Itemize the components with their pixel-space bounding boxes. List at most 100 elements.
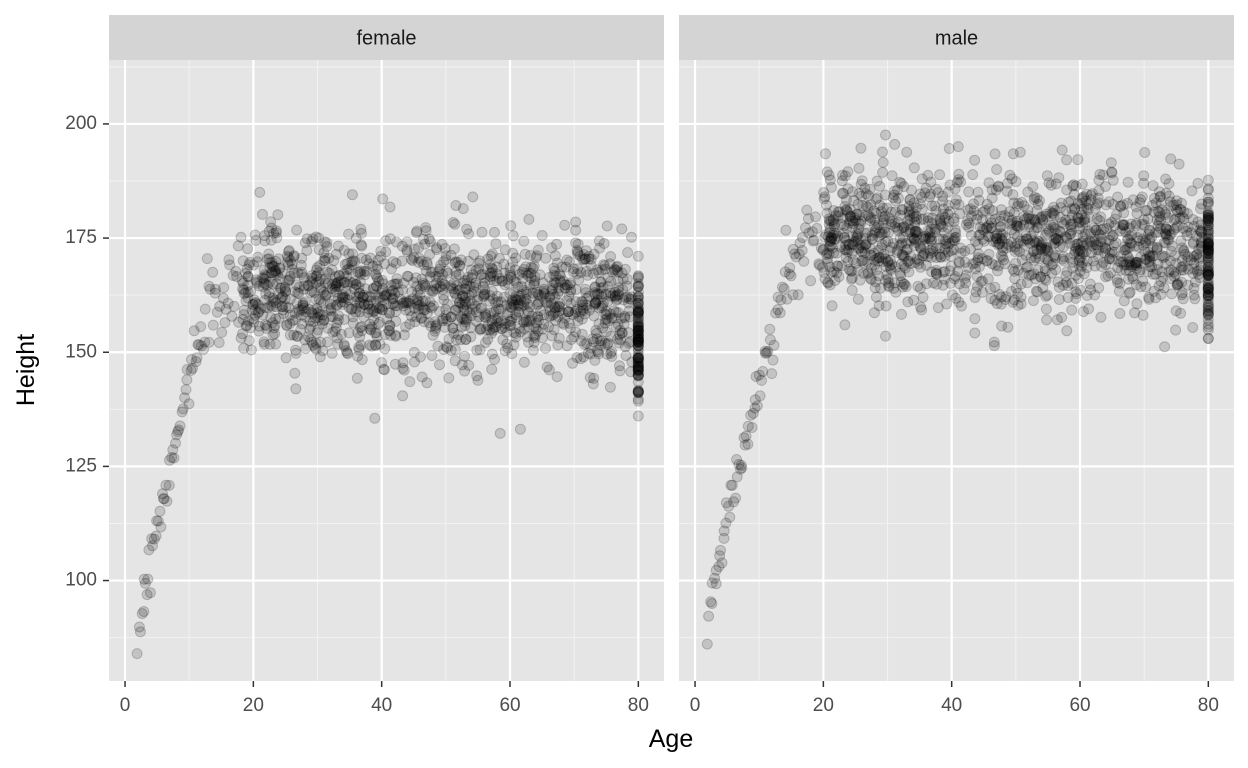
- data-point: [435, 259, 447, 271]
- data-point: [381, 298, 393, 310]
- data-point: [1026, 269, 1038, 281]
- data-point: [510, 291, 522, 303]
- data-point: [465, 331, 477, 343]
- data-point: [470, 315, 482, 327]
- data-point: [879, 189, 891, 201]
- data-point: [328, 295, 340, 307]
- data-point: [298, 280, 310, 292]
- data-point: [134, 626, 146, 638]
- data-point: [375, 251, 387, 262]
- data-point: [551, 238, 563, 250]
- data-point: [474, 255, 486, 267]
- data-point: [703, 610, 715, 622]
- data-point: [237, 277, 249, 289]
- data-point: [584, 372, 596, 383]
- data-point: [330, 277, 342, 289]
- data-point: [490, 304, 502, 316]
- data-point: [459, 299, 471, 310]
- data-point: [487, 323, 498, 335]
- data-point: [575, 353, 587, 365]
- data-point: [261, 279, 273, 291]
- data-point: [292, 287, 304, 299]
- data-point: [596, 335, 608, 347]
- data-point: [447, 283, 459, 295]
- data-point: [314, 351, 326, 363]
- data-point: [616, 327, 628, 339]
- data-point: [371, 271, 382, 282]
- data-point: [460, 334, 472, 346]
- data-point: [238, 309, 250, 321]
- y-tick-label: 200: [65, 113, 97, 134]
- data-point: [518, 296, 530, 308]
- data-point: [501, 299, 513, 311]
- data-point: [488, 306, 500, 318]
- data-point: [421, 377, 433, 389]
- data-point: [525, 272, 537, 284]
- data-point: [530, 252, 542, 264]
- data-point: [858, 267, 869, 279]
- data-point: [133, 621, 145, 633]
- data-point: [340, 345, 352, 357]
- data-point: [445, 345, 457, 356]
- data-point: [915, 261, 927, 273]
- data-point: [488, 324, 499, 336]
- data-point: [742, 438, 754, 450]
- data-point: [512, 294, 524, 306]
- data-point: [515, 326, 526, 338]
- data-point: [600, 314, 611, 326]
- x-tick-label: 40: [941, 695, 962, 716]
- data-point: [265, 312, 277, 324]
- data-point: [279, 285, 291, 297]
- data-point: [218, 282, 230, 294]
- data-point: [1176, 289, 1188, 301]
- data-point: [778, 283, 790, 295]
- data-point: [372, 292, 384, 304]
- data-point: [141, 589, 153, 601]
- data-point: [306, 272, 318, 284]
- data-point: [144, 587, 156, 599]
- data-point: [412, 303, 424, 315]
- data-point: [1182, 221, 1194, 233]
- data-point: [514, 423, 526, 435]
- data-point: [312, 307, 324, 319]
- data-point: [932, 302, 944, 314]
- data-point: [417, 295, 429, 307]
- data-point: [785, 270, 797, 282]
- data-point: [364, 318, 376, 330]
- data-point: [576, 313, 588, 325]
- data-point: [339, 292, 351, 304]
- data-point: [404, 318, 416, 330]
- data-point: [350, 279, 362, 290]
- data-point: [238, 342, 250, 354]
- data-point: [1130, 279, 1142, 291]
- data-point: [544, 271, 555, 283]
- data-point: [842, 256, 854, 268]
- data-point: [280, 286, 292, 298]
- data-point: [1171, 278, 1183, 290]
- data-point: [187, 362, 198, 374]
- data-point: [632, 292, 644, 304]
- data-point: [877, 156, 889, 168]
- data-point: [1027, 181, 1039, 193]
- data-point: [561, 295, 573, 307]
- data-point: [952, 141, 964, 153]
- data-point: [289, 286, 301, 298]
- data-point: [595, 282, 607, 294]
- data-point: [540, 252, 552, 264]
- data-point: [610, 294, 622, 306]
- data-point: [374, 303, 386, 315]
- data-point: [354, 266, 366, 278]
- data-point: [525, 261, 537, 273]
- data-point: [595, 276, 607, 288]
- data-point: [203, 336, 215, 348]
- data-point: [504, 267, 516, 279]
- data-point: [454, 297, 465, 309]
- data-point: [400, 297, 412, 309]
- data-point: [579, 339, 591, 350]
- data-point: [543, 364, 555, 376]
- data-point: [1066, 209, 1078, 221]
- data-point: [293, 288, 305, 299]
- data-point: [478, 272, 490, 284]
- data-point: [507, 256, 519, 268]
- data-point: [263, 248, 275, 260]
